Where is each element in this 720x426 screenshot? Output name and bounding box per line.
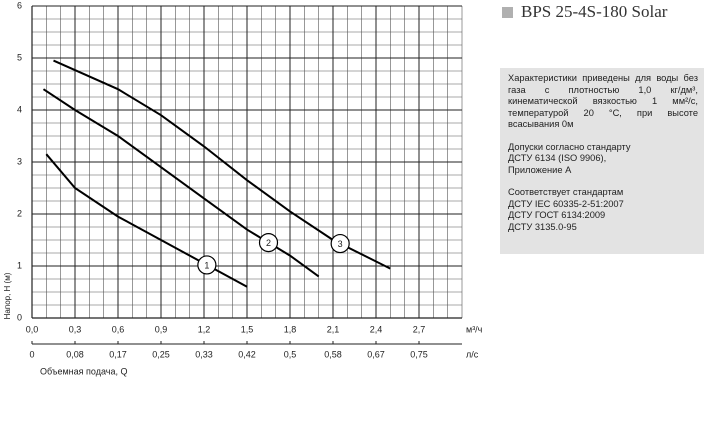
note-line: Соответствует стандартам [508, 187, 624, 197]
x2-tick-label: 0,08 [66, 349, 84, 359]
title: BPS 25-4S-180 Solar [521, 2, 668, 21]
x2-tick-label: 0,25 [152, 349, 170, 359]
y-tick-label: 6 [17, 0, 22, 10]
y-tick-label: 5 [17, 52, 22, 62]
y-tick-label: 0 [17, 312, 22, 322]
x-tick-label: 1,2 [198, 324, 211, 334]
x-unit: м³/ч [466, 324, 483, 334]
note-line: ДСТУ ГОСТ 6134:2009 [508, 210, 606, 220]
note-line: Приложение А [508, 164, 572, 175]
note-line: ДСТУ 3135.0-95 [508, 221, 577, 232]
series-label-circle [258, 233, 279, 253]
x2-unit: л/с [466, 349, 479, 359]
x-tick-label: 2,7 [413, 324, 426, 334]
x-tick-label: 1,8 [284, 324, 297, 334]
y-tick-label: 1 [17, 260, 22, 270]
x-tick-label: 0,6 [112, 324, 125, 334]
series-label-circle [330, 233, 350, 254]
chart: 0 1 2 3 4 5 6 0,0 0,3 0,6 0,9 1,2 1,5 1,8 2,1 2,4 2,7 м³/… [3, 0, 483, 376]
x2-tick-label: 0,67 [367, 349, 385, 359]
y-tick-label: 4 [17, 104, 22, 114]
note-paragraph: Соответствует стандартам ДСТУ IEC 60335-2… [508, 187, 698, 233]
x2-tick-label: 0 [29, 349, 34, 359]
series-line [42, 88, 320, 278]
title-marker [502, 6, 513, 18]
series-label: 3 [338, 239, 343, 249]
header: BPS 25-4S-180 Solar [502, 2, 667, 22]
note-line: ДСТУ IEC 60335-2-51:2007 [508, 198, 624, 209]
note-paragraph: Характеристики приведены для воды без га… [508, 73, 698, 129]
y-tick-label: 3 [17, 156, 22, 166]
notes-panel: Характеристики приведены для воды без га… [500, 68, 704, 254]
x-tick-label: 1,5 [241, 324, 254, 334]
series-label: 1 [204, 260, 209, 270]
x2-tick-label: 0,33 [195, 349, 213, 359]
x2-tick-label: 0,5 [284, 349, 297, 359]
x-tick-label: 0,9 [155, 324, 168, 334]
x-tick-label: 2,1 [327, 324, 340, 334]
x-tick-label: 2,4 [370, 324, 383, 334]
y-tick-label: 2 [17, 208, 22, 218]
series-label: 2 [266, 238, 271, 248]
note-line: ДСТУ 6134 (ISO 9906), [508, 153, 607, 163]
y-axis-label: Напор, H (м) [3, 272, 12, 319]
x-tick-label: 0,0 [26, 324, 39, 334]
note-line: Допуски согласно стандарту [508, 141, 631, 152]
x-tick-label: 0,3 [69, 324, 82, 334]
x2-tick-label: 0,75 [410, 349, 428, 359]
x-axis-label: Объемная подача, Q [40, 366, 127, 376]
series-line [53, 59, 391, 270]
x2-tick-label: 0,58 [324, 349, 342, 359]
x2-tick-label: 0,17 [109, 349, 127, 359]
x2-tick-label: 0,42 [238, 349, 256, 359]
note-paragraph: Допуски согласно стандарту ДСТУ 6134 (ISO… [508, 142, 698, 177]
series-label-circle [197, 255, 217, 275]
